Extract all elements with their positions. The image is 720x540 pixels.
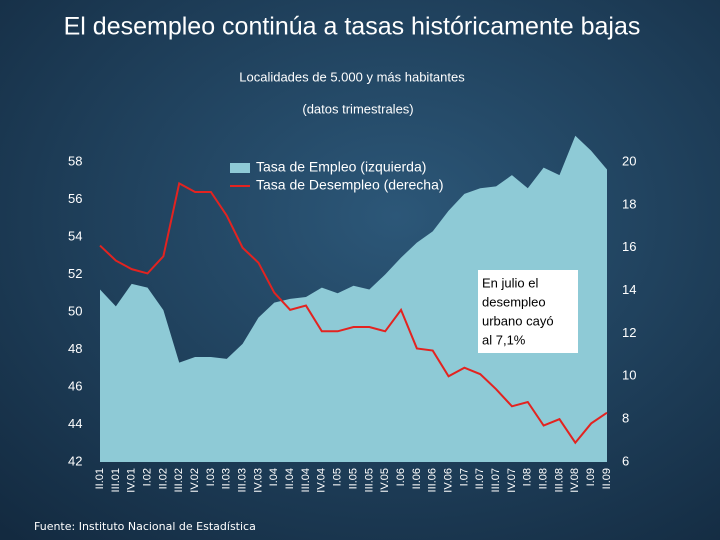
- x-tick-label: III.05: [363, 468, 375, 492]
- x-tick-label: II.05: [347, 468, 359, 489]
- x-tick-label: I.06: [395, 468, 407, 486]
- source: Fuente: Instituto Nacional de Estadístic…: [34, 520, 256, 533]
- annotation: al 7,1%: [482, 332, 526, 347]
- y-tick-label: 46: [68, 378, 82, 393]
- unemployment-line: [99, 181, 608, 445]
- x-tick-label: III.06: [427, 468, 439, 492]
- x-tick-label: I.03: [205, 468, 217, 486]
- y-tick-label: 48: [68, 341, 82, 356]
- title: El desempleo continúa a tasas históricam…: [64, 13, 641, 41]
- x-tick-label: II.02: [157, 468, 169, 489]
- x-tick-label: II.09: [601, 468, 613, 489]
- x-tick-label: I.08: [522, 468, 534, 486]
- x-tick-label: III.08: [553, 468, 565, 492]
- annotation-box: [478, 270, 578, 353]
- employment-area: [100, 135, 607, 462]
- x-tick-label: I.04: [268, 468, 280, 486]
- x-tick-label: I.09: [585, 468, 597, 486]
- x-tick-label: III.01: [110, 468, 122, 492]
- x-tick-label: III.04: [300, 468, 312, 492]
- annotation: urbano cayó: [482, 313, 554, 328]
- x-tick-label: IV.01: [126, 468, 138, 493]
- subtitle: (datos trimestrales): [302, 101, 413, 116]
- y2-tick-label: 6: [622, 453, 629, 468]
- x-tick-label: III.07: [490, 468, 502, 492]
- y-tick-label: 54: [68, 228, 82, 243]
- x-tick-label: III.02: [173, 468, 185, 492]
- legend-label: Tasa de Empleo (izquierda): [256, 159, 426, 175]
- y2-tick-label: 10: [622, 368, 636, 383]
- x-tick-label: II.03: [221, 468, 233, 489]
- y-tick-label: 56: [68, 191, 82, 206]
- x-tick-label: IV.07: [506, 468, 518, 493]
- x-tick-label: II.04: [284, 468, 296, 489]
- legend-label: Tasa de Desempleo (derecha): [256, 177, 444, 193]
- annotation: En julio el: [482, 275, 538, 290]
- x-tick-label: IV.03: [252, 468, 264, 493]
- y2-tick-label: 14: [622, 282, 636, 297]
- x-tick-label: IV.05: [379, 468, 391, 493]
- legend-swatch: [230, 163, 250, 173]
- x-tick-label: I.07: [458, 468, 470, 486]
- x-tick-label: II.01: [94, 468, 106, 489]
- y2-tick-label: 8: [622, 411, 629, 426]
- x-tick-label: II.07: [474, 468, 486, 489]
- x-tick-label: II.08: [538, 468, 550, 489]
- y-tick-label: 52: [68, 266, 82, 281]
- x-tick-label: IV.02: [189, 468, 201, 493]
- y-tick-label: 58: [68, 153, 82, 168]
- x-tick-label: I.02: [141, 468, 153, 486]
- y2-tick-label: 20: [622, 153, 636, 168]
- annotation: desempleo: [482, 294, 546, 309]
- y2-tick-label: 12: [622, 325, 636, 340]
- x-tick-label: IV.08: [569, 468, 581, 493]
- y2-tick-label: 16: [622, 239, 636, 254]
- subtitle: Localidades de 5.000 y más habitantes: [239, 69, 465, 84]
- x-tick-label: I.05: [332, 468, 344, 486]
- x-tick-label: III.03: [237, 468, 249, 492]
- y-tick-label: 42: [68, 453, 82, 468]
- y2-tick-label: 18: [622, 196, 636, 211]
- x-tick-label: IV.04: [316, 468, 328, 493]
- x-tick-label: IV.06: [442, 468, 454, 493]
- y-tick-label: 50: [68, 303, 82, 318]
- x-tick-label: II.06: [411, 468, 423, 489]
- y-tick-label: 44: [68, 416, 82, 431]
